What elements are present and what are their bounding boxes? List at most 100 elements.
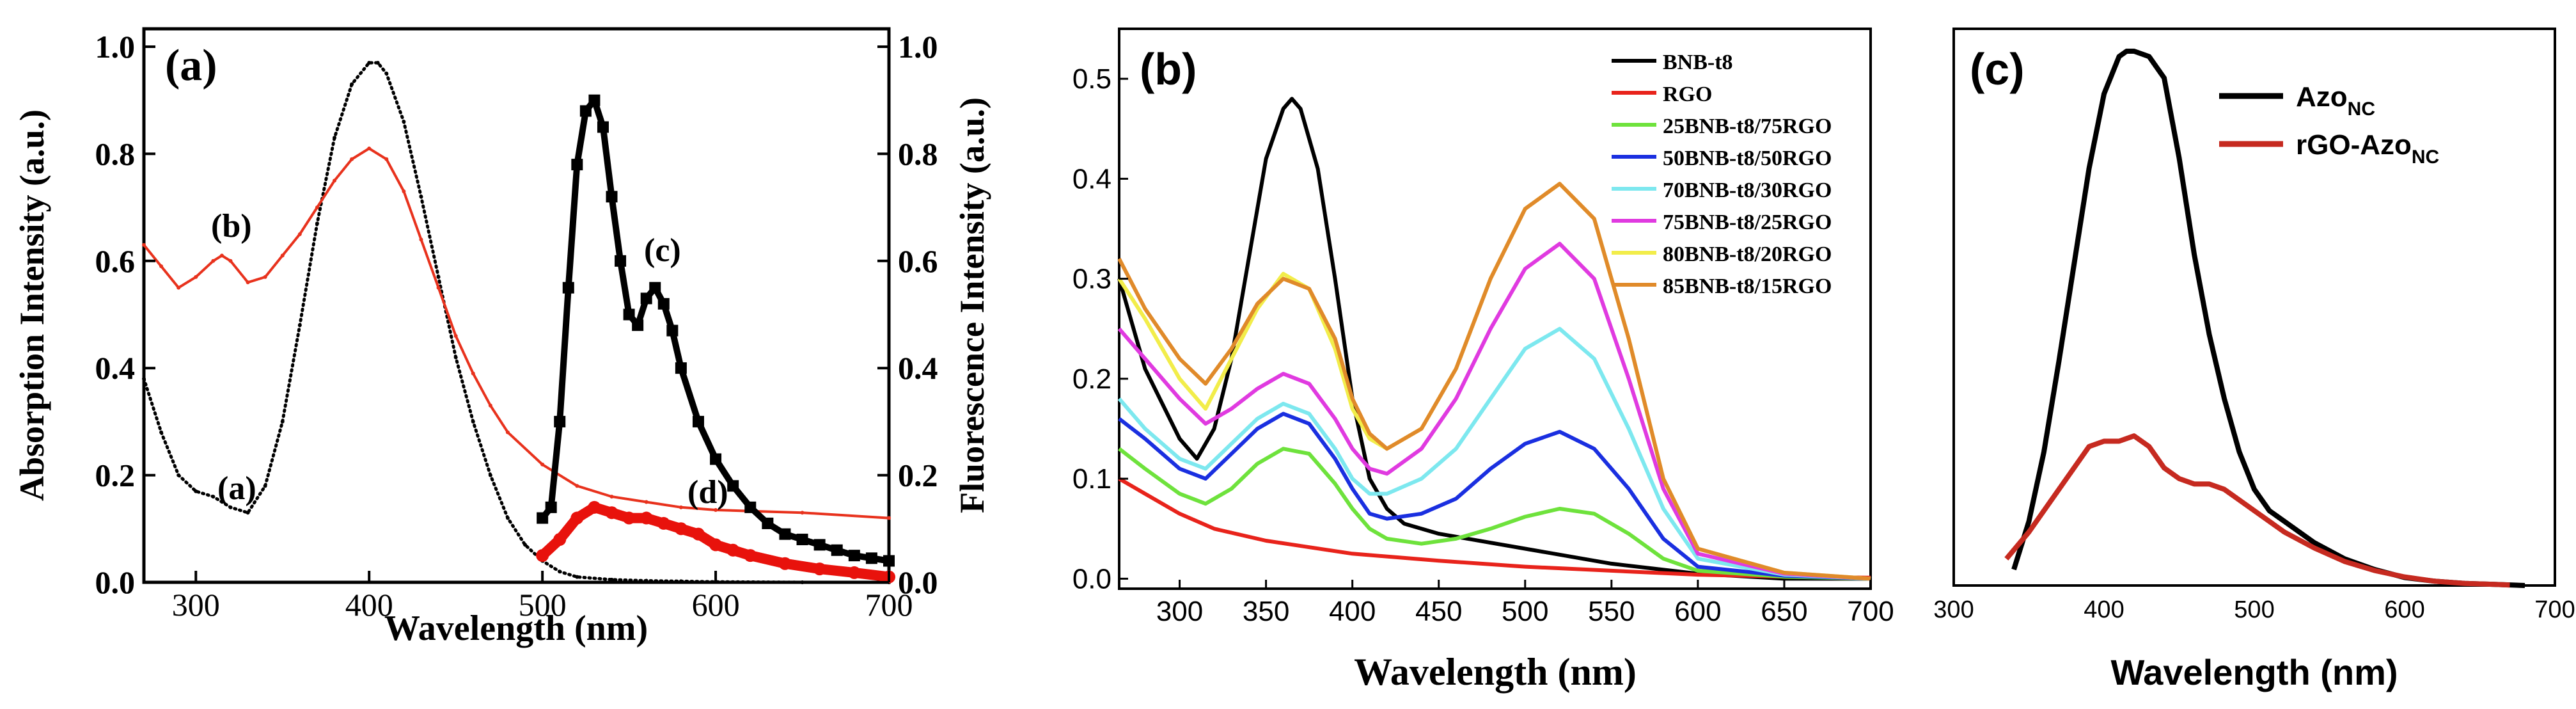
legend-subscript: NC: [2412, 147, 2439, 168]
series-line: [1117, 241, 1871, 581]
data-point: [571, 159, 583, 171]
data-point: [246, 511, 250, 515]
panel-a-series: [142, 61, 895, 584]
data-point: [554, 415, 566, 427]
x-tick-label: 400: [1329, 596, 1376, 627]
legend-item-75bnb-t8-25rgo: 75BNB-t8/25RGO: [1612, 211, 1832, 234]
data-point: [644, 500, 648, 504]
data-point: [505, 516, 510, 520]
data-point: [779, 528, 791, 540]
data-point: [640, 511, 653, 525]
x-tick-label: 700: [865, 587, 913, 623]
data-point: [588, 500, 601, 514]
legend-item-85bnb-t8-15rgo: 85BNB-t8/15RGO: [1612, 275, 1832, 298]
legend-label: 85BNB-t8/15RGO: [1663, 275, 1832, 298]
y-tick-label: 0.1: [1072, 463, 1111, 495]
data-point: [297, 323, 302, 328]
data-point: [609, 495, 614, 499]
data-point: [623, 308, 635, 321]
x-tick-label: 550: [1588, 596, 1635, 627]
data-point: [762, 517, 774, 529]
data-point: [194, 489, 198, 493]
data-point: [606, 191, 618, 203]
y2-tick-label: 0.8: [898, 136, 938, 171]
panel-a-y-label: Absorption Intensity (a.u.): [13, 109, 51, 501]
data-point: [142, 243, 146, 247]
series-line: [2004, 433, 2510, 588]
data-point: [800, 511, 805, 515]
data-point: [679, 505, 683, 509]
series-line: [1117, 97, 1871, 581]
data-point: [297, 232, 302, 236]
data-point: [436, 275, 441, 279]
data-point: [726, 543, 740, 557]
y2-tick-label: 0.2: [898, 458, 938, 493]
x-tick-label: 450: [1415, 596, 1462, 627]
data-point: [280, 253, 285, 258]
data-point: [350, 82, 354, 86]
data-point: [727, 480, 739, 492]
data-point: [848, 550, 860, 562]
data-point: [142, 376, 146, 381]
panel-b-legend: BNB-t8 RGO 25BNB-t8/75RGO 50BNB-t8/50RGO 70B…: [1612, 51, 1832, 298]
data-point: [553, 533, 567, 546]
series-85bnb-t8-15rgo: [1117, 182, 1871, 581]
data-point: [333, 136, 337, 140]
series-b: [142, 147, 891, 520]
panel-c-x-label: Wavelength (nm): [2110, 652, 2398, 692]
data-point: [657, 298, 670, 310]
panel-b-frame: [1118, 28, 1872, 590]
x-tick-label: 300: [1933, 596, 1974, 623]
data-point: [679, 579, 683, 584]
panel-c-series: [2004, 49, 2525, 588]
series-line: [1118, 477, 1871, 580]
y-tick-label: 1.0: [95, 29, 136, 65]
data-point: [615, 255, 627, 267]
data-point: [367, 147, 372, 151]
data-point: [453, 355, 458, 360]
data-point: [177, 473, 181, 477]
data-point: [796, 534, 808, 546]
panel-b-y-ticks: 0.0 0.1 0.2 0.3 0.4 0.5: [1072, 63, 1128, 594]
annotation-c: (c): [644, 232, 681, 269]
data-point: [540, 462, 545, 466]
legend-label: 70BNB-t8/30RGO: [1663, 179, 1832, 202]
panel-b-label: (b): [1140, 44, 1197, 94]
series-line: [1117, 326, 1871, 581]
legend-subscript: NC: [2348, 99, 2375, 120]
panel-c-x-ticks: 300 400 500 600 700: [1933, 596, 2575, 623]
panel-a: 300 400 500 600 700 0.00.20.40.60.81.0 0.00.…: [13, 27, 991, 648]
data-point: [666, 324, 679, 337]
data-point: [384, 157, 389, 161]
data-point: [714, 508, 718, 513]
data-point: [649, 282, 661, 294]
legend-item-50bnb-t8-50rgo: 50BNB-t8/50RGO: [1612, 147, 1832, 170]
data-point: [847, 566, 861, 579]
data-point: [263, 275, 267, 279]
data-point: [228, 259, 233, 263]
annotation-d: (d): [687, 474, 728, 511]
series-25bnb-t8-75rgo: [1118, 447, 1871, 581]
annotation-a: (a): [217, 470, 256, 507]
x-tick-label: 700: [2534, 596, 2575, 623]
data-point: [246, 280, 250, 285]
data-point: [675, 362, 687, 374]
data-point: [350, 157, 354, 161]
series-line: [1118, 447, 1871, 581]
x-tick-label: 300: [172, 587, 220, 623]
panel-a-y2-ticks: 0.0 0.2 0.4 0.6 0.8 1.0: [877, 29, 938, 600]
data-point: [263, 484, 267, 488]
data-point: [800, 580, 805, 584]
y2-tick-label: 1.0: [898, 29, 938, 65]
x-tick-label: 500: [1502, 596, 1548, 627]
x-tick-label: 650: [1761, 596, 1807, 627]
x-tick-label: 400: [345, 587, 393, 623]
series-line: [1117, 182, 1871, 581]
legend-label: RGO: [1663, 83, 1712, 106]
panel-b-x-label: Wavelength (nm): [1354, 651, 1637, 693]
panel-c-frame: [1952, 28, 2556, 587]
series-75bnb-t8-25rgo: [1117, 241, 1871, 581]
data-point: [505, 430, 510, 434]
legend-label: 50BNB-t8/50RGO: [1663, 147, 1832, 170]
